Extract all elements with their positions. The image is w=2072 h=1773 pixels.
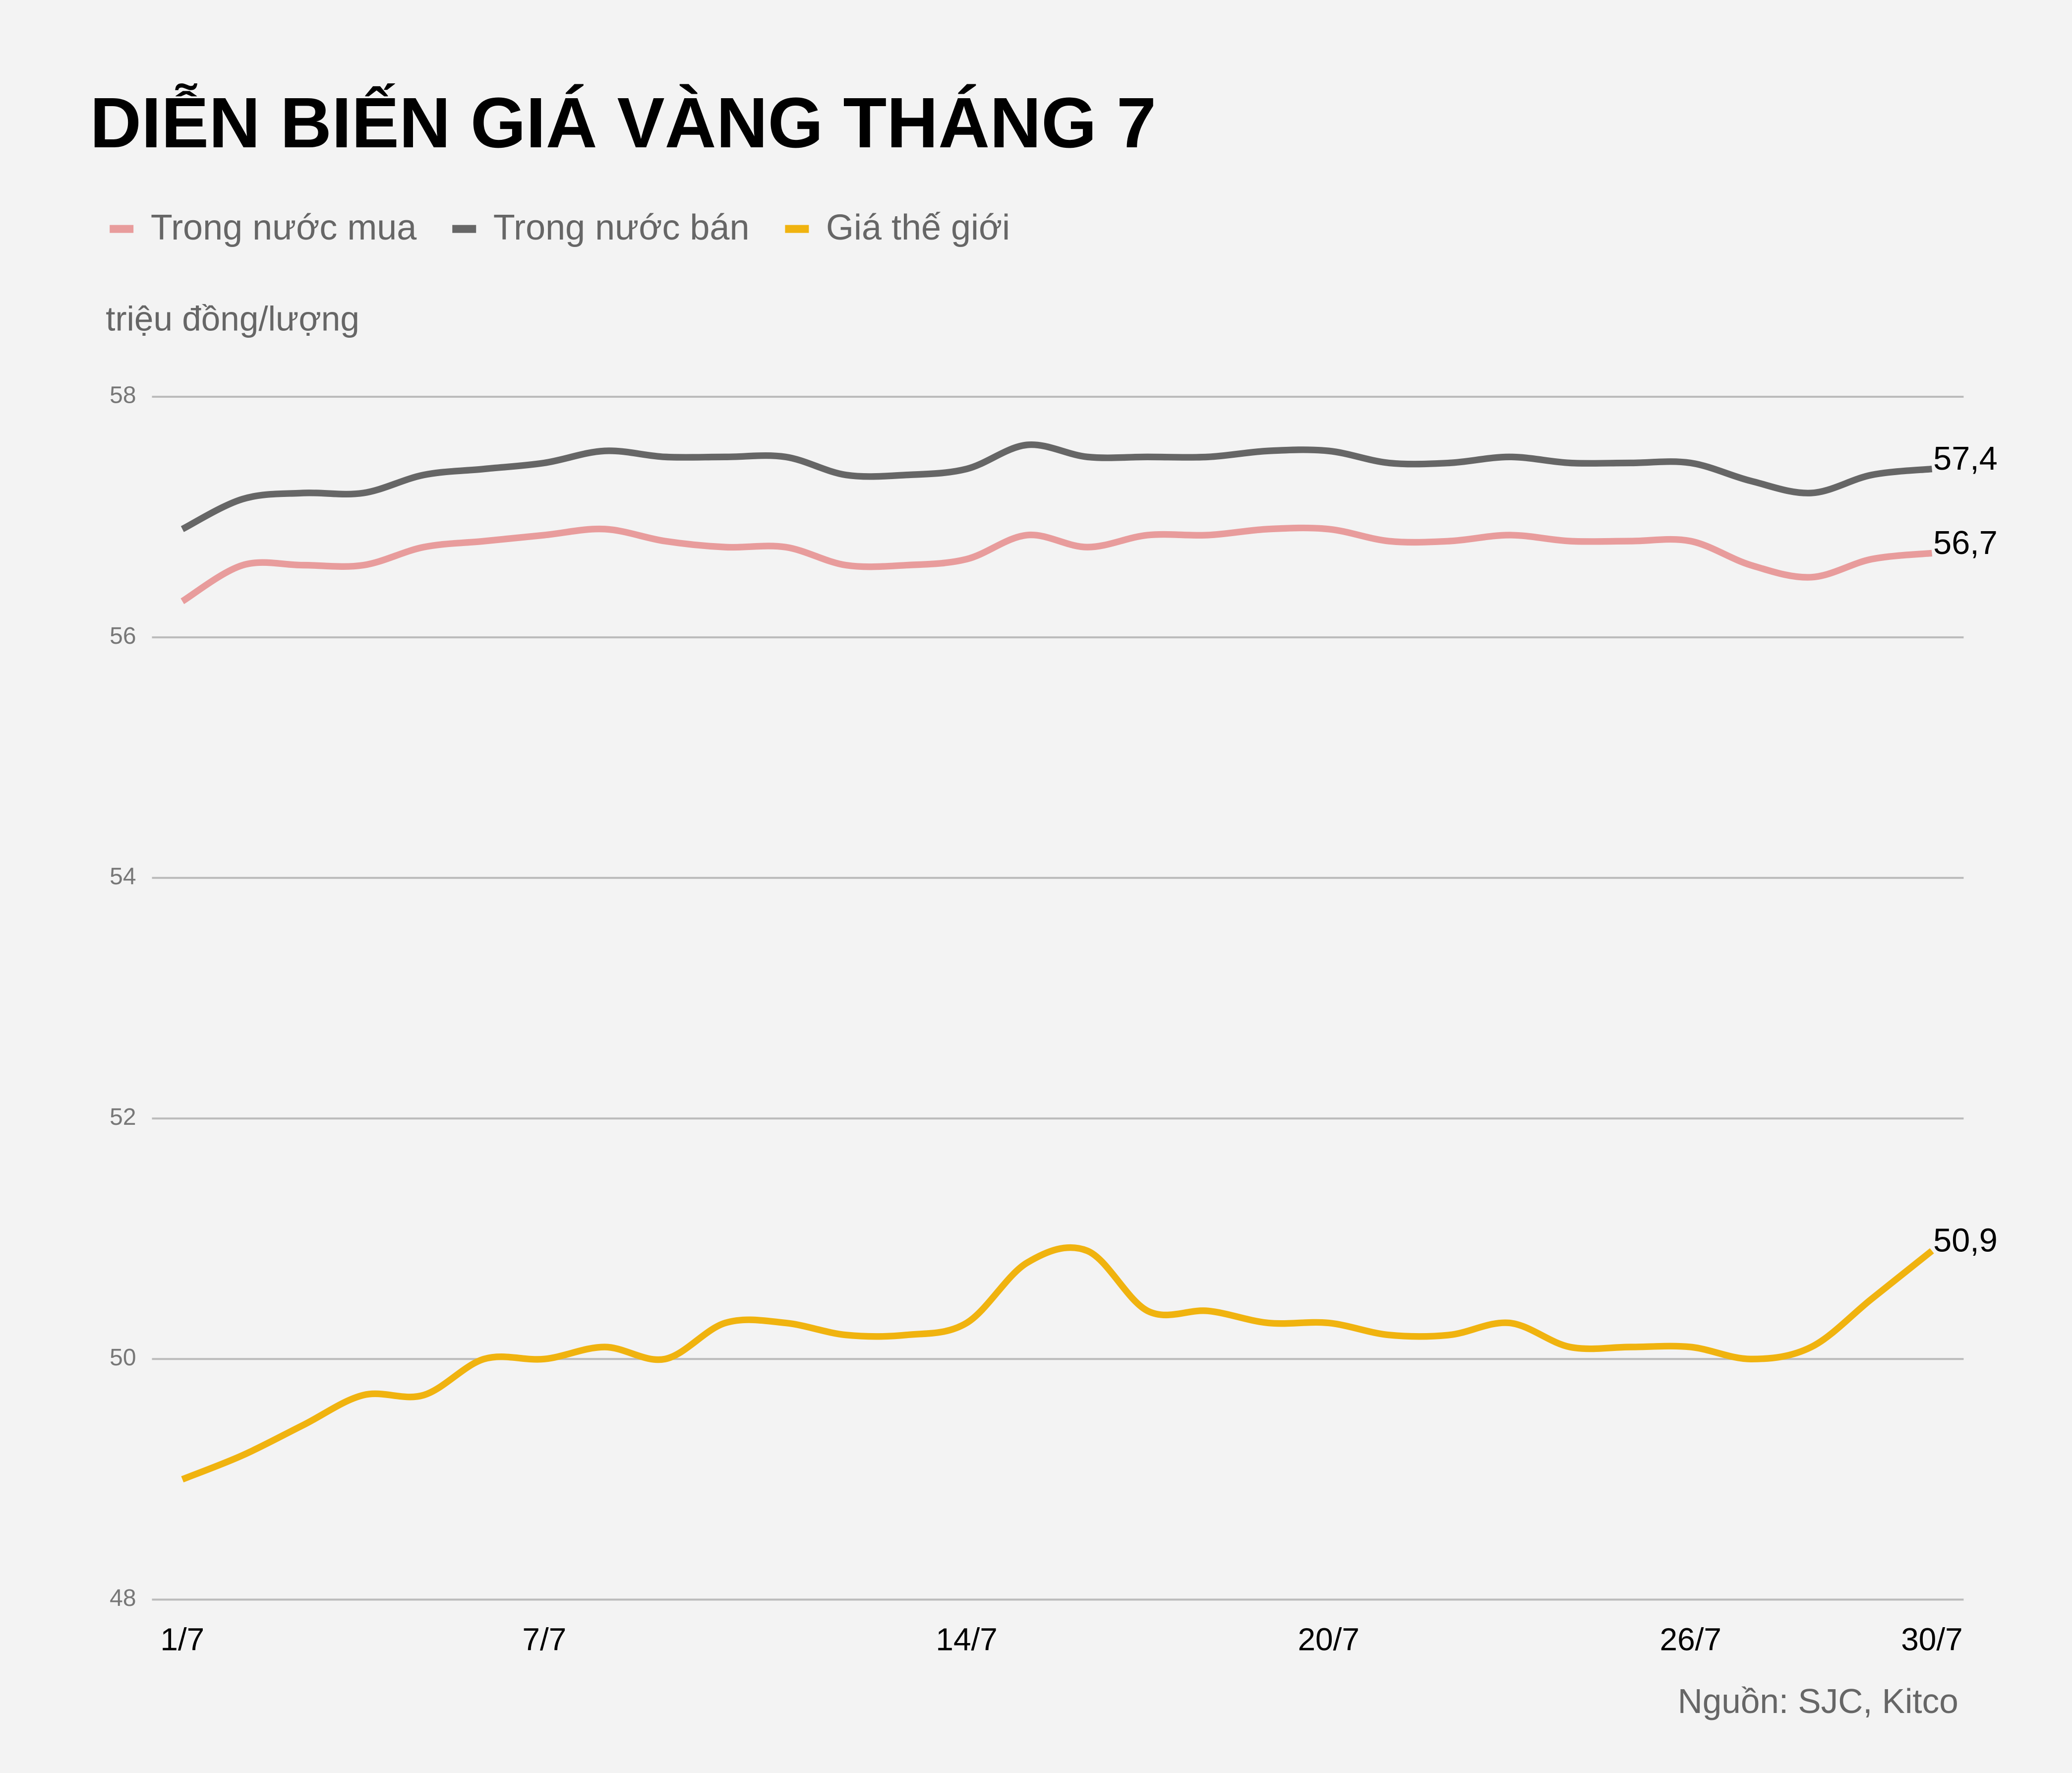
x-tick-label: 7/7 xyxy=(522,1622,566,1657)
line-series xyxy=(181,1244,1934,1483)
x-tick-label: 14/7 xyxy=(936,1622,997,1657)
y-tick-label: 58 xyxy=(110,382,136,409)
y-tick-label: 52 xyxy=(110,1104,136,1130)
y-tick-label: 54 xyxy=(110,863,136,890)
legend-label: Trong nước mua xyxy=(151,208,417,247)
data-label: 57,4 xyxy=(1933,440,1998,477)
y-axis-label: triệu đồng/lượng xyxy=(106,299,359,338)
y-tick-label: 48 xyxy=(110,1585,136,1611)
data-label: 56,7 xyxy=(1933,525,1998,561)
line-series xyxy=(180,524,1933,605)
x-tick-label: 30/7 xyxy=(1901,1622,1962,1657)
chart-title: DIỄN BIẾN GIÁ VÀNG THÁNG 7 xyxy=(90,83,1156,163)
legend-label: Giá thế giới xyxy=(826,208,1010,247)
data-label: 50,9 xyxy=(1933,1223,1998,1259)
line-series xyxy=(180,441,1933,532)
x-tick-label: 1/7 xyxy=(160,1622,204,1657)
y-tick-label: 50 xyxy=(110,1345,136,1371)
x-tick-label: 20/7 xyxy=(1298,1622,1359,1657)
y-tick-label: 56 xyxy=(110,623,136,649)
source: Nguồn: SJC, Kitco xyxy=(1678,1682,1958,1720)
legend-label: Trong nước bán xyxy=(493,208,750,247)
x-tick-label: 26/7 xyxy=(1660,1622,1721,1657)
